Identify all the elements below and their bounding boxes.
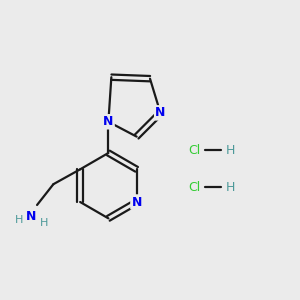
Text: N: N (26, 210, 36, 224)
Text: Cl: Cl (189, 143, 201, 157)
Text: N: N (155, 106, 166, 119)
Text: H: H (40, 218, 49, 228)
Text: H: H (226, 143, 235, 157)
Text: H: H (226, 181, 235, 194)
Text: N: N (131, 196, 142, 208)
Text: Cl: Cl (189, 181, 201, 194)
Text: H: H (15, 215, 23, 225)
Text: N: N (103, 115, 114, 128)
